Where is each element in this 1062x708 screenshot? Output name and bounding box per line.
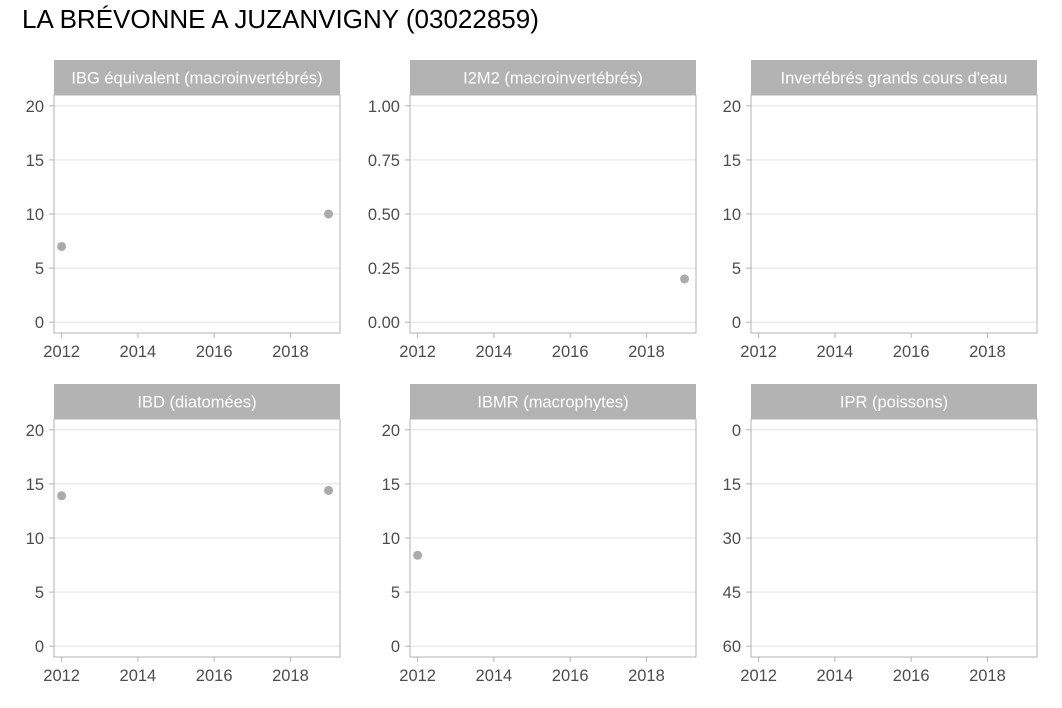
y-tick-label: 10	[26, 530, 44, 548]
y-tick-label: 20	[723, 98, 741, 116]
y-tick-label: 10	[723, 206, 741, 224]
y-tick-label: 15	[26, 152, 44, 170]
x-tick-label: 2018	[628, 667, 665, 685]
y-tick-label: 5	[391, 584, 400, 602]
x-tick-label: 2018	[272, 667, 309, 685]
y-tick-label: 5	[35, 584, 44, 602]
y-tick-label: 15	[382, 476, 400, 494]
y-tick-label: 0.00	[368, 314, 400, 332]
y-tick-label: 0	[732, 422, 741, 440]
y-tick-label: 60	[723, 638, 741, 656]
facet-title: IBD (diatomées)	[137, 394, 256, 412]
y-tick-label: 45	[723, 584, 741, 602]
x-tick-label: 2014	[817, 667, 854, 685]
y-tick-label: 0	[391, 638, 400, 656]
x-tick-label: 2014	[476, 667, 513, 685]
x-tick-label: 2012	[43, 667, 80, 685]
facet-title: IBG équivalent (macroinvertébrés)	[71, 70, 322, 88]
y-tick-label: 20	[26, 422, 44, 440]
x-tick-label: 2012	[740, 343, 777, 361]
y-tick-label: 15	[723, 476, 741, 494]
x-tick-label: 2016	[552, 667, 589, 685]
facet-strip	[410, 384, 696, 419]
y-tick-label: 10	[26, 206, 44, 224]
data-point	[324, 485, 334, 495]
y-tick-label: 0.25	[368, 260, 400, 278]
x-tick-label: 2012	[43, 343, 80, 361]
x-tick-label: 2016	[552, 343, 589, 361]
facet-title: I2M2 (macroinvertébrés)	[463, 70, 643, 88]
facet-strip	[54, 60, 340, 95]
x-tick-label: 2018	[628, 343, 665, 361]
facet-strip	[751, 384, 1037, 419]
y-tick-label: 5	[35, 260, 44, 278]
x-tick-label: 2014	[120, 667, 157, 685]
facet-title: Invertébrés grands cours d'eau	[781, 70, 1008, 88]
y-tick-label: 0.75	[368, 152, 400, 170]
x-tick-label: 2016	[893, 667, 930, 685]
data-point	[57, 491, 67, 501]
page-title: LA BRÉVONNE A JUZANVIGNY (03022859)	[22, 4, 539, 34]
data-point	[680, 274, 690, 284]
facet-title: IPR (poissons)	[840, 394, 948, 412]
x-tick-label: 2018	[272, 343, 309, 361]
y-tick-label: 15	[26, 476, 44, 494]
facet-strip	[751, 60, 1037, 95]
y-tick-label: 10	[382, 530, 400, 548]
x-tick-label: 2016	[893, 343, 930, 361]
data-point	[413, 550, 423, 560]
y-tick-label: 0	[35, 314, 44, 332]
y-tick-label: 20	[382, 422, 400, 440]
x-tick-label: 2012	[399, 343, 436, 361]
y-tick-label: 15	[723, 152, 741, 170]
data-point	[324, 209, 334, 219]
y-tick-label: 5	[732, 260, 741, 278]
y-tick-label: 20	[26, 98, 44, 116]
x-tick-label: 2016	[196, 343, 233, 361]
x-tick-label: 2018	[969, 667, 1006, 685]
facet-strip	[54, 384, 340, 419]
y-tick-label: 0	[35, 638, 44, 656]
y-tick-label: 1.00	[368, 98, 400, 116]
x-tick-label: 2012	[399, 667, 436, 685]
facet-title: IBMR (macrophytes)	[477, 394, 628, 412]
x-tick-label: 2016	[196, 667, 233, 685]
x-tick-label: 2014	[476, 343, 513, 361]
y-tick-label: 0.50	[368, 206, 400, 224]
x-tick-label: 2012	[740, 667, 777, 685]
facet-strip	[410, 60, 696, 95]
x-tick-label: 2014	[120, 343, 157, 361]
data-point	[57, 241, 67, 251]
x-tick-label: 2018	[969, 343, 1006, 361]
y-tick-label: 0	[732, 314, 741, 332]
x-tick-label: 2014	[817, 343, 854, 361]
y-tick-label: 30	[723, 530, 741, 548]
